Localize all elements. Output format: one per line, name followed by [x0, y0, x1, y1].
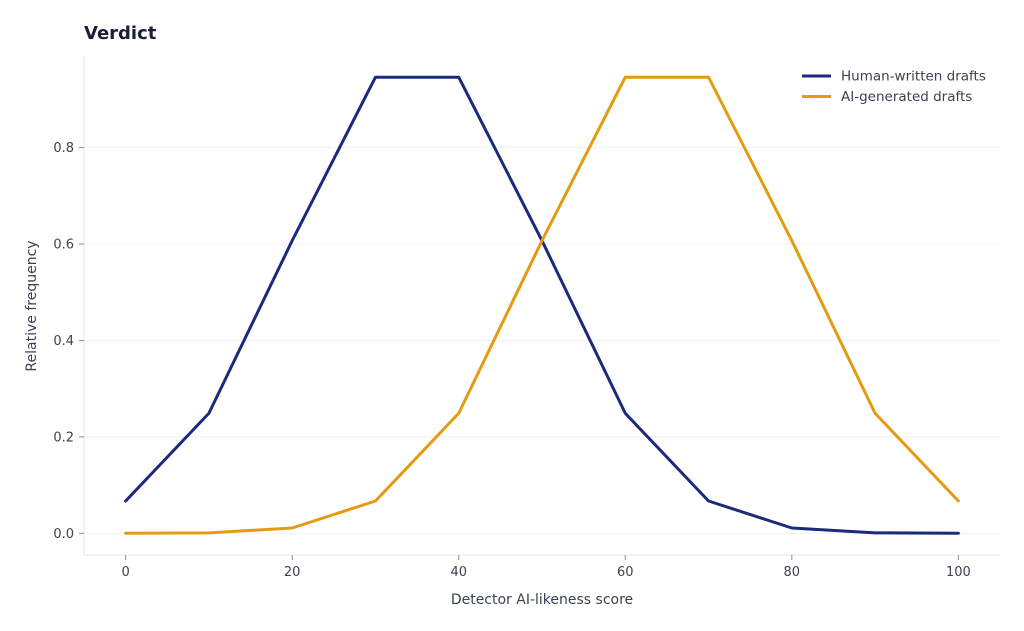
series-line-ai-generated [124, 75, 960, 535]
y-axis-label: Relative frequency [24, 240, 40, 371]
y-ticks: 0.0 0.2 0.4 0.6 0.8 [53, 141, 84, 542]
x-tick-label-0: 0 [121, 565, 129, 580]
gridlines [84, 147, 1000, 534]
x-ticks: 0 20 40 60 80 100 [121, 555, 971, 580]
x-tick-label-2: 40 [450, 565, 467, 580]
chart-title: Verdict [84, 23, 157, 44]
x-tick-label-1: 20 [284, 565, 301, 580]
x-tick-label-4: 80 [784, 565, 801, 580]
x-tick-label-5: 100 [946, 565, 971, 580]
series-lines [124, 75, 960, 535]
y-tick-label-0: 0.0 [53, 527, 74, 542]
legend: Human-written drafts AI-generated drafts [802, 69, 986, 105]
y-tick-label-2: 0.4 [53, 334, 74, 349]
y-tick-label-4: 0.8 [53, 141, 74, 156]
y-tick-label-3: 0.6 [53, 238, 74, 253]
series-line-human-written [124, 75, 960, 535]
legend-label-1: AI-generated drafts [841, 89, 972, 105]
x-tick-label-3: 60 [617, 565, 634, 580]
x-axis-label: Detector AI-likeness score [451, 592, 633, 608]
y-tick-label-1: 0.2 [53, 430, 74, 445]
legend-label-0: Human-written drafts [841, 69, 986, 85]
